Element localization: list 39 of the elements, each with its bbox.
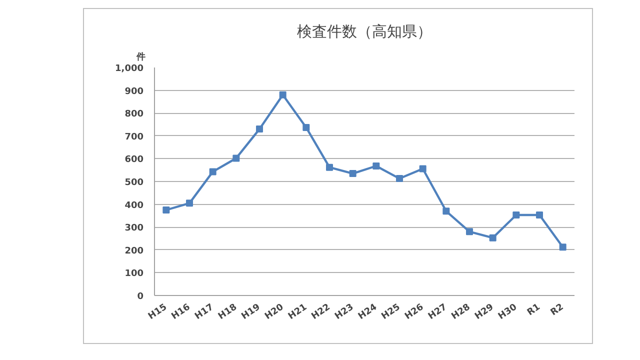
y-tick-label: 100 [124,269,144,280]
x-tick-label: H22 [310,302,332,322]
point [256,126,263,133]
x-tick-label: R1 [526,302,542,318]
point [209,168,216,176]
y-tick-label: 0 [137,292,144,302]
y-axis-title: 件 [136,52,146,62]
x-tick-label: R2 [549,302,566,318]
y-tick-label: 1,000 [115,64,144,74]
point [302,124,310,131]
point [162,206,170,214]
y-tick-label: 600 [124,155,144,166]
x-tick-label: H20 [263,302,286,322]
x-tick-label: H19 [240,302,262,322]
point [466,228,473,236]
y-tick-label: 700 [124,132,144,142]
x-tick-label: H21 [286,302,309,322]
point [442,208,450,215]
point [372,162,380,170]
point [326,164,333,171]
y-tick-label: 500 [124,178,144,188]
chart-title: 検査件数（高知県） [297,22,432,40]
point [349,170,356,178]
point [232,154,240,162]
point [489,234,496,242]
x-tick-label: H29 [473,302,496,322]
point [279,91,286,98]
point [186,200,193,207]
y-tick-label: 800 [124,110,144,120]
point [536,212,543,219]
point [419,165,426,172]
y-tick-label: 400 [124,200,144,211]
point [396,175,403,182]
y-tick-label: 200 [124,246,144,256]
y-tick-label: 900 [124,86,144,97]
y-tick-label: 300 [124,224,144,234]
x-tick-label: H30 [496,302,519,322]
point [559,244,566,251]
point [512,212,520,219]
